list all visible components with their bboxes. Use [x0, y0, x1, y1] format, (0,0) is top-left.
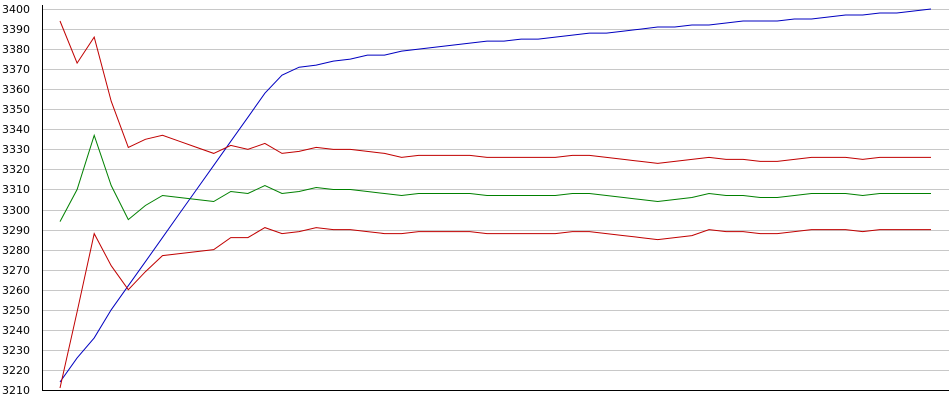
- y-tick-label: 3240: [2, 324, 30, 337]
- series-line-3: [59, 133, 931, 222]
- y-tick-label: 3370: [2, 63, 30, 76]
- series-line-4: [59, 227, 931, 389]
- series-line-1: [59, 8, 932, 383]
- y-tick-label: 3270: [2, 264, 30, 277]
- y-tick-label: 3350: [2, 103, 30, 116]
- series-lines: [59, 8, 932, 389]
- y-tick-label: 3290: [2, 224, 30, 237]
- axes: [42, 5, 949, 391]
- y-tick-label: 3360: [2, 83, 30, 96]
- gridlines: [42, 9, 949, 391]
- y-tick-label: 3220: [2, 364, 30, 377]
- y-tick-label: 3310: [2, 183, 30, 196]
- y-tick-label: 3210: [2, 384, 30, 397]
- y-tick-label: 3280: [2, 244, 30, 257]
- y-tick-label: 3400: [2, 3, 30, 16]
- y-tick-label: 3260: [2, 284, 30, 297]
- y-tick-label: 3300: [2, 204, 30, 217]
- y-tick-label: 3320: [2, 163, 30, 176]
- y-tick-label: 3230: [2, 344, 30, 357]
- y-tick-labels: 3210 3220 3230 3240 3250 3260 3270 3280 3290 3300…: [2, 3, 30, 397]
- y-tick-label: 3390: [2, 23, 30, 36]
- y-tick-label: 3340: [2, 123, 30, 136]
- y-tick-label: 3250: [2, 304, 30, 317]
- series-line-2: [59, 20, 931, 164]
- y-tick-label: 3330: [2, 143, 30, 156]
- y-tick-label: 3380: [2, 43, 30, 56]
